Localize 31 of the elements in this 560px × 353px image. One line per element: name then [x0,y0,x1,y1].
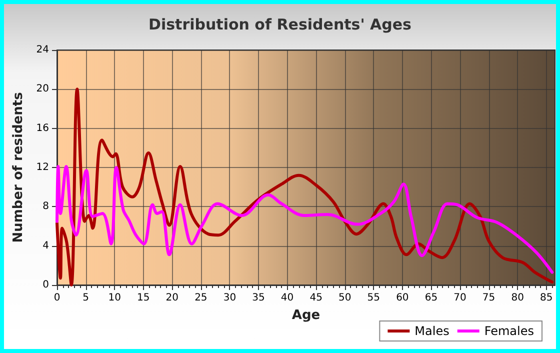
x-tick-label: 75 [482,292,496,304]
x-tick-label: 85 [540,292,553,304]
x-tick-label: 30 [223,292,236,304]
y-tick-label: 12 [36,162,49,173]
x-tick-label: 5 [82,292,89,304]
x-tick-label: 65 [424,292,438,304]
y-tick-label: 16 [36,122,49,134]
line-series [56,165,554,274]
y-tick-label: 0 [42,280,49,290]
y-tick-label: 24 [36,44,49,56]
x-tick-label: 0 [54,292,60,304]
chart-title: Distribution of Residents' Ages [148,16,412,34]
x-tick-label: 60 [396,292,409,304]
y-tick-label: 20 [36,84,49,95]
x-tick-label: 20 [166,292,179,304]
x-axis-title: Age [292,308,320,323]
x-tick-label: 40 [280,292,294,304]
x-tick-label: 25 [194,292,208,304]
x-tick-label: 15 [136,292,150,304]
x-tick-label: 70 [454,292,466,304]
x-tick-label: 35 [252,292,265,304]
y-tick-label: 8 [42,201,49,212]
legend-label: Females [484,324,534,338]
x-tick-label: 10 [108,292,121,304]
y-tick-label: 4 [42,240,49,252]
x-tick-label: 50 [338,292,352,304]
x-tick-label: 55 [367,292,380,304]
legend-label: Males [414,324,450,338]
x-tick-label: 45 [310,292,322,304]
y-axis-title: Number of residents [11,92,26,243]
x-tick-label: 80 [511,292,524,304]
